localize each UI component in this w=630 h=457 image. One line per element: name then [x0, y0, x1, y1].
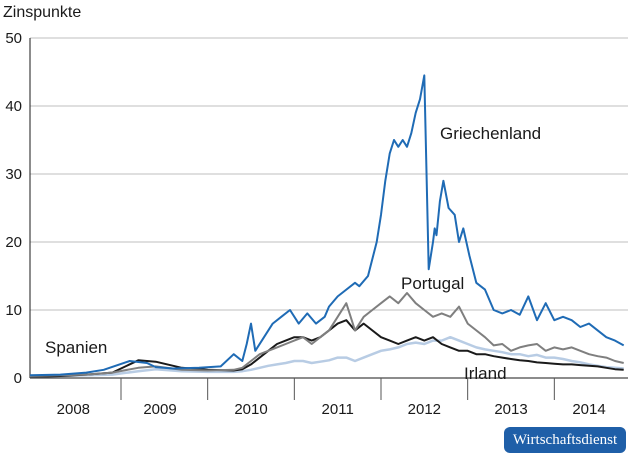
y-tick-label: 40: [5, 98, 22, 115]
series-label-irland: Irland: [464, 364, 507, 383]
x-tick-label-2009: 2009: [143, 401, 176, 418]
x-tick-label-2010: 2010: [234, 401, 267, 418]
publisher-badge: Wirtschaftsdienst: [504, 427, 626, 453]
series-label-griechenland: Griechenland: [440, 124, 541, 143]
series-line-griechenland: [29, 74, 625, 377]
horizontal-gridlines: [30, 37, 628, 379]
x-tick-label-2014: 2014: [572, 401, 605, 418]
y-tick-label: 30: [5, 166, 22, 183]
y-tick-label: 0: [14, 370, 22, 387]
y-tick-label: 50: [5, 30, 22, 47]
x-tick-label-2011: 2011: [322, 401, 354, 418]
series-line-spanien: [29, 319, 624, 378]
x-tick-label-2008: 2008: [57, 401, 90, 418]
series-lines: [29, 74, 625, 378]
y-axis-tick-labels: 0 10 20 30 40 50: [5, 30, 22, 387]
x-tick-label-2013: 2013: [494, 401, 527, 418]
x-tick-label-2012: 2012: [408, 401, 441, 418]
y-tick-label: 10: [5, 302, 22, 319]
x-axis: 2008 2009 2010 2011 2012 2013 2014: [29, 38, 628, 418]
series-label-portugal: Portugal: [401, 274, 464, 293]
y-tick-label: 20: [5, 234, 22, 251]
series-label-spanien: Spanien: [45, 338, 107, 357]
y-axis-unit-label: Zinspunkte: [3, 4, 81, 21]
series-line-irland: [29, 335, 624, 378]
series-line-portugal: [29, 292, 624, 377]
